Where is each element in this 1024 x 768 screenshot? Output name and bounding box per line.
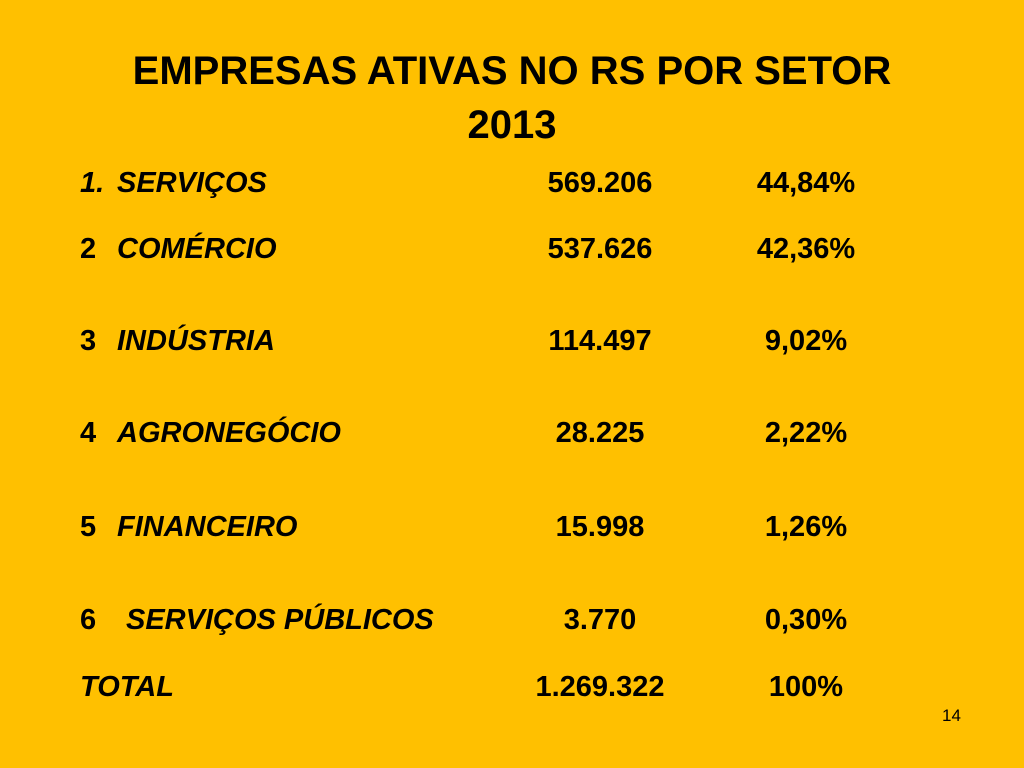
sector-percentage: 2,22% <box>764 417 848 449</box>
sector-label: FINANCEIRO <box>117 511 298 543</box>
sector-row-agronegocio: 4 AGRONEGÓCIO 28.225 2,22% <box>0 413 1024 453</box>
sector-percentage: 42,36% <box>756 233 856 265</box>
total-label: TOTAL <box>80 671 174 703</box>
company-count: 537.626 <box>547 233 653 265</box>
sector-percentage: 9,02% <box>764 325 848 357</box>
company-count: 569.206 <box>547 167 653 199</box>
total-count: 1.269.322 <box>535 671 665 703</box>
row-number: 4 <box>80 417 97 449</box>
sector-row-comercio: 2 COMÉRCIO 537.626 42,36% <box>0 229 1024 269</box>
page-number: 14 <box>942 706 961 725</box>
sector-label: SERVIÇOS <box>117 167 267 199</box>
company-count: 114.497 <box>548 325 652 357</box>
sector-label: AGRONEGÓCIO <box>117 417 341 449</box>
sector-row-servicos: 1. SERVIÇOS 569.206 44,84% <box>0 163 1024 203</box>
sector-row-financeiro: 5 FINANCEIRO 15.998 1,26% <box>0 507 1024 547</box>
sector-percentage: 44,84% <box>756 167 856 199</box>
row-number: 2 <box>80 233 97 265</box>
company-count: 15.998 <box>555 511 645 543</box>
slide-year: 2013 <box>467 103 557 147</box>
sector-row-servicos-publicos: 6 SERVIÇOS PÚBLICOS 3.770 0,30% <box>0 600 1024 640</box>
row-number: 6 <box>80 604 97 636</box>
sector-label: COMÉRCIO <box>117 233 277 265</box>
sector-percentage: 0,30% <box>764 604 848 636</box>
row-number: 5 <box>80 511 97 543</box>
total-percentage: 100% <box>768 671 844 703</box>
sector-percentage: 1,26% <box>764 511 848 543</box>
row-number: 1. <box>80 167 105 199</box>
sector-label: SERVIÇOS PÚBLICOS <box>126 604 434 636</box>
slide-title: EMPRESAS ATIVAS NO RS POR SETOR <box>132 49 892 93</box>
row-number: 3 <box>80 325 97 357</box>
company-count: 3.770 <box>563 604 637 636</box>
total-row: TOTAL 1.269.322 100% <box>0 667 1024 707</box>
sector-label: INDÚSTRIA <box>117 325 275 357</box>
company-count: 28.225 <box>555 417 645 449</box>
sector-row-industria: 3 INDÚSTRIA 114.497 9,02% <box>0 321 1024 361</box>
